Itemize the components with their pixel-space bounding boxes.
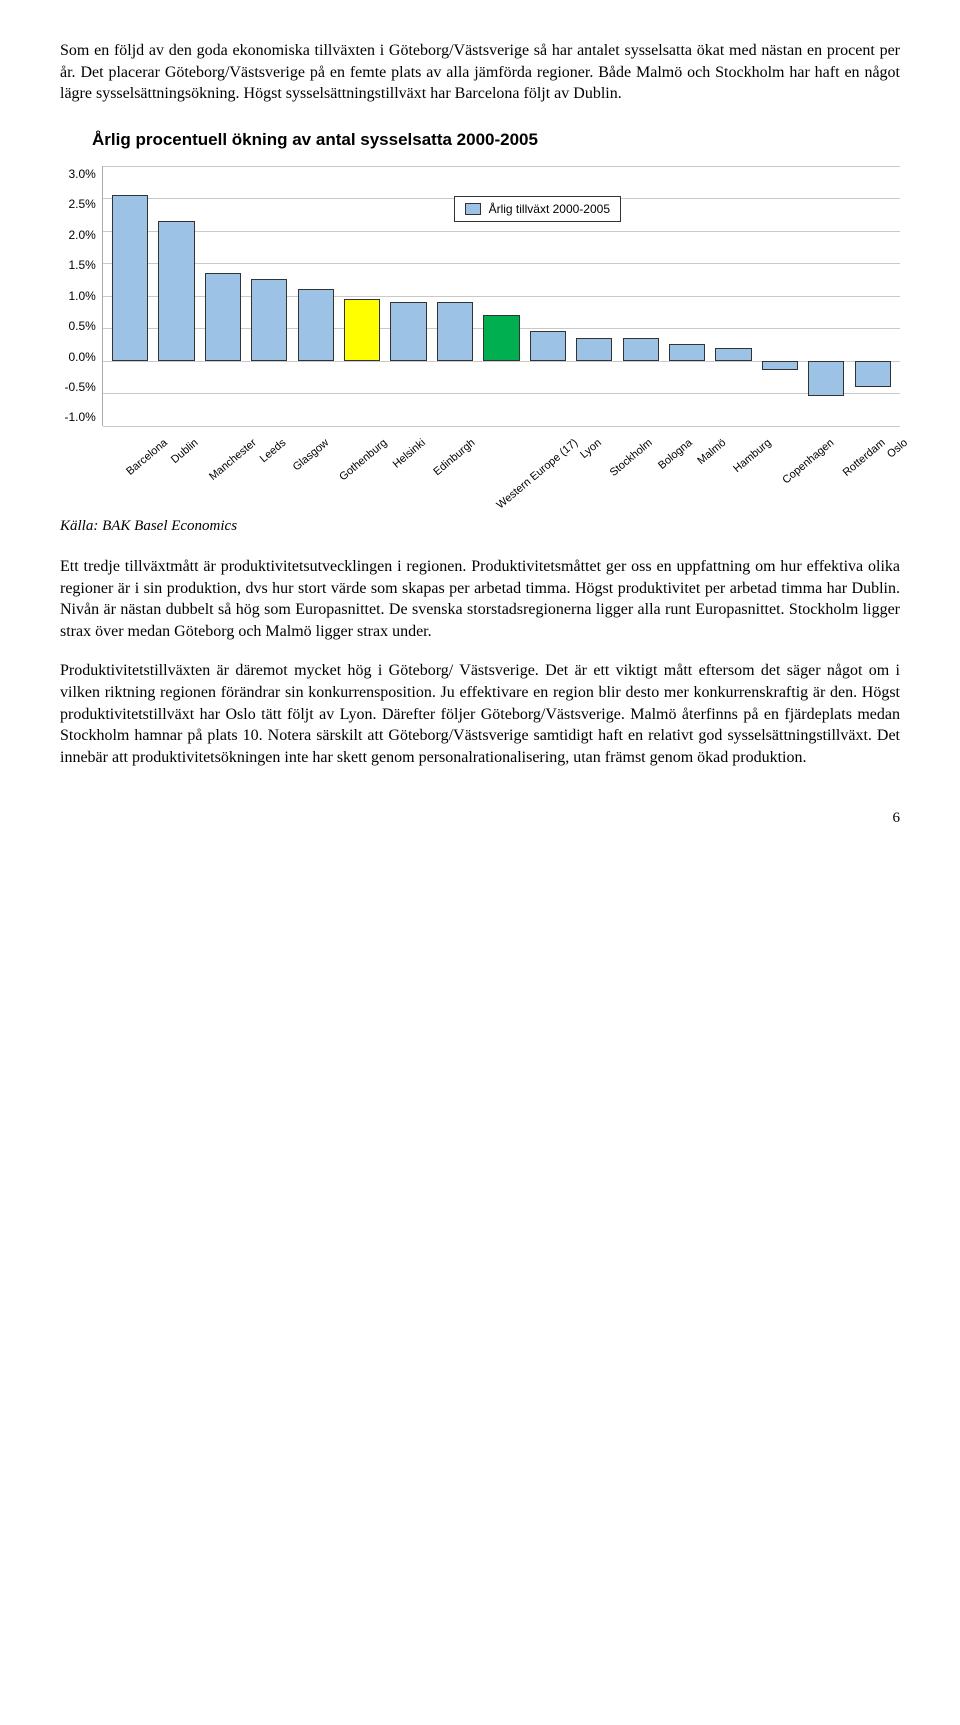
x-tick-label: Copenhagen [780, 436, 838, 488]
bar-slot [153, 166, 199, 426]
page-number: 6 [60, 808, 900, 828]
bar [669, 344, 705, 360]
x-tick-label: Malmö [694, 436, 729, 469]
bar [437, 302, 473, 361]
y-tick-label: 0.5% [69, 318, 96, 334]
bar [344, 299, 380, 361]
body-paragraph-2: Ett tredje tillväxtmått är produktivitet… [60, 556, 900, 642]
gridline [103, 426, 900, 427]
x-tick-label: Barcelona [123, 436, 170, 479]
y-tick-label: 3.0% [69, 166, 96, 182]
bar [390, 302, 426, 361]
bar [483, 315, 519, 361]
bar-slot [293, 166, 339, 426]
y-tick-label: 0.0% [69, 349, 96, 365]
bar [808, 361, 844, 397]
bar-slot [246, 166, 292, 426]
y-tick-label: -1.0% [65, 409, 96, 425]
bar [715, 348, 751, 361]
bar [762, 361, 798, 371]
x-tick-label: Helsinki [390, 436, 429, 472]
bar-slot [618, 166, 664, 426]
chart-title: Årlig procentuell ökning av antal syssel… [92, 129, 900, 152]
bar-slot [385, 166, 431, 426]
bar-slot [757, 166, 803, 426]
x-tick-label: Manchester [206, 436, 260, 484]
bar [112, 195, 148, 361]
legend-label: Årlig tillväxt 2000-2005 [489, 201, 610, 217]
chart-plot-area: Årlig tillväxt 2000-2005 [102, 166, 900, 426]
bar-slot [200, 166, 246, 426]
y-tick-label: 2.0% [69, 227, 96, 243]
bar-slot [339, 166, 385, 426]
bar [158, 221, 194, 361]
legend-swatch [465, 203, 481, 215]
bar [298, 289, 334, 361]
x-tick-label: Oslo [885, 436, 912, 462]
bar-slot [664, 166, 710, 426]
chart-legend: Årlig tillväxt 2000-2005 [454, 196, 621, 222]
bar [205, 273, 241, 361]
x-tick-label: Western Europe (17) [493, 436, 581, 513]
employment-chart: 3.0% 2.5% 2.0% 1.5% 1.0% 0.5% 0.0% -0.5% -1.0% Å… [60, 166, 900, 510]
y-tick-label: 2.5% [69, 196, 96, 212]
bar [623, 338, 659, 361]
y-tick-label: 1.5% [69, 257, 96, 273]
bar [855, 361, 891, 387]
y-axis: 3.0% 2.5% 2.0% 1.5% 1.0% 0.5% 0.0% -0.5% -1.0% [60, 166, 102, 426]
chart-source: Källa: BAK Basel Economics [60, 516, 900, 536]
bar [576, 338, 612, 361]
x-tick-label: Edinburgh [431, 436, 479, 480]
bar [251, 279, 287, 360]
intro-paragraph-1: Som en följd av den goda ekonomiska till… [60, 40, 900, 105]
x-tick-label: Stockholm [607, 436, 656, 480]
y-tick-label: 1.0% [69, 288, 96, 304]
x-tick: Barcelona [106, 430, 156, 445]
bar-slot [803, 166, 849, 426]
x-tick-label: Rotterdam [840, 436, 889, 480]
x-tick: Western Europe (17) [464, 430, 566, 445]
x-tick-label: Gothenburg [336, 436, 390, 485]
x-tick-label: Hamburg [730, 436, 774, 476]
bar-slot [710, 166, 756, 426]
bar-slot [850, 166, 896, 426]
x-tick-label: Bologna [656, 436, 696, 473]
x-tick-label: Glasgow [290, 436, 332, 475]
x-axis: BarcelonaDublinManchesterLeedsGlasgowGot… [102, 430, 900, 510]
body-paragraph-3: Produktivitetstillväxten är däremot myck… [60, 660, 900, 768]
bar-slot [107, 166, 153, 426]
y-tick-label: -0.5% [65, 379, 96, 395]
bar [530, 331, 566, 360]
